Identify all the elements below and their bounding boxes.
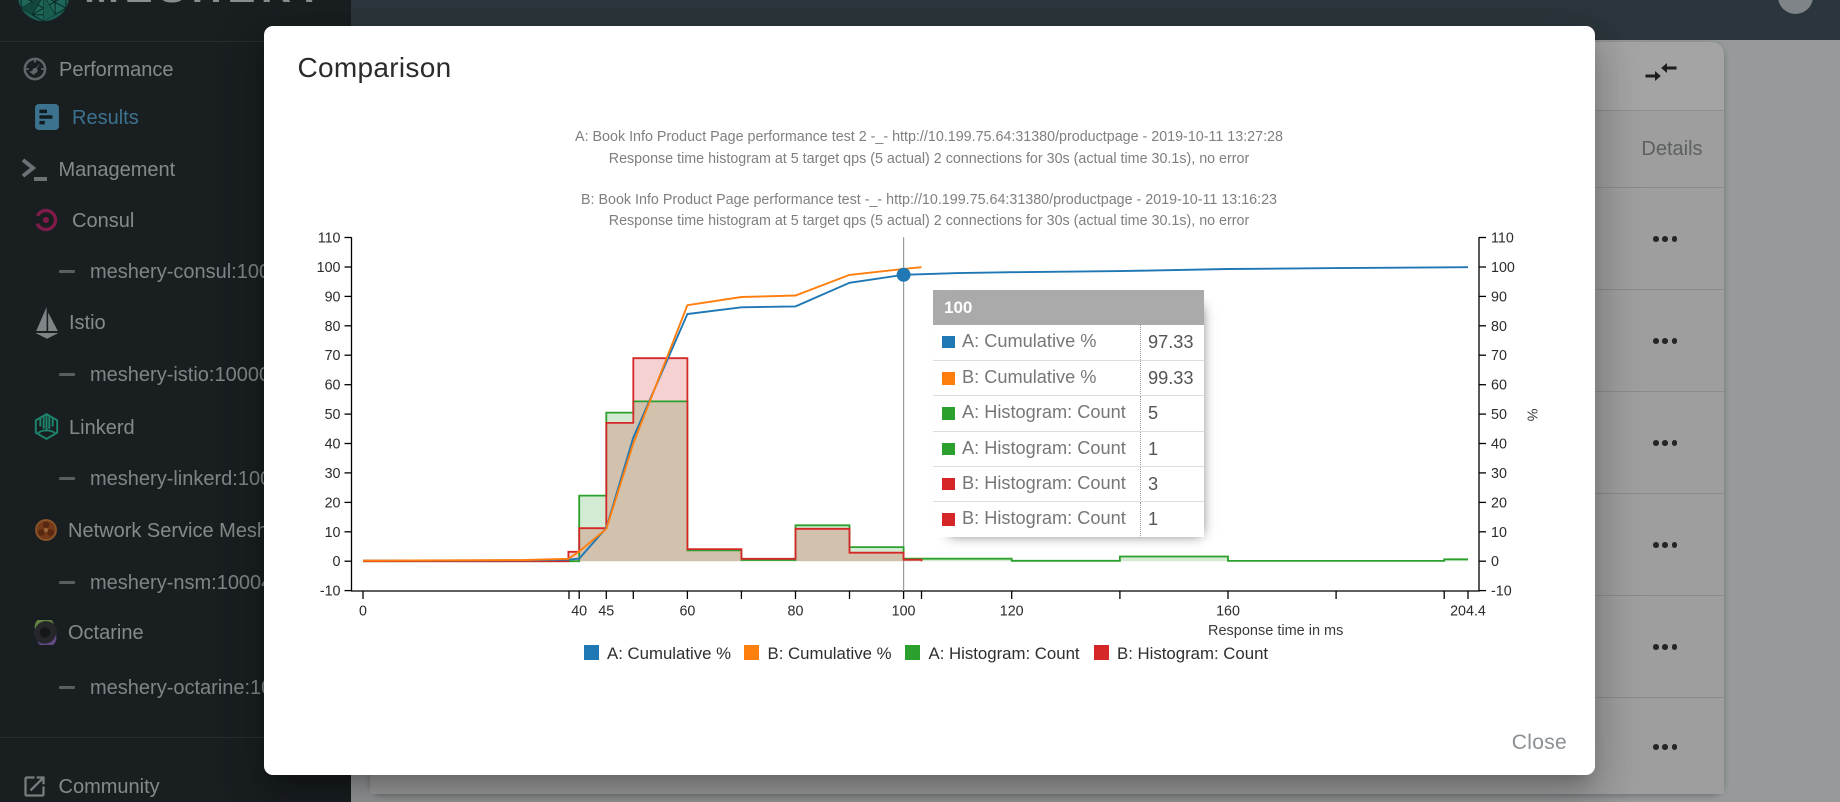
svg-text:60: 60 [1491,378,1507,394]
svg-text:70: 70 [325,348,341,364]
svg-text:50: 50 [325,407,341,423]
svg-text:50: 50 [1491,407,1507,423]
svg-text:100: 100 [892,604,916,620]
svg-text:110: 110 [1491,231,1514,247]
svg-text:30: 30 [1491,466,1507,482]
svg-text:10: 10 [325,525,341,541]
svg-text:40: 40 [571,604,587,620]
svg-text:10: 10 [1491,525,1507,541]
svg-text:20: 20 [325,495,341,511]
svg-text:40: 40 [1491,437,1507,453]
svg-text:20: 20 [1491,495,1507,511]
svg-text:100: 100 [317,260,341,276]
svg-text:0: 0 [333,554,341,570]
svg-text:160: 160 [1216,604,1240,620]
svg-text:204.4: 204.4 [1450,604,1486,620]
svg-text:120: 120 [1000,604,1024,620]
svg-text:45: 45 [598,604,614,620]
svg-text:80: 80 [1491,319,1507,335]
svg-text:60: 60 [679,604,695,620]
svg-text:-10: -10 [1491,584,1512,600]
svg-text:60: 60 [325,378,341,394]
svg-text:0: 0 [359,604,367,620]
svg-text:100: 100 [1491,260,1515,276]
svg-text:80: 80 [788,604,804,620]
svg-text:0: 0 [1491,554,1499,570]
svg-text:-10: -10 [320,584,341,600]
svg-text:80: 80 [325,319,341,335]
svg-text:110: 110 [318,231,341,247]
svg-text:90: 90 [1491,289,1507,305]
svg-text:90: 90 [325,289,341,305]
svg-text:30: 30 [325,466,341,482]
svg-text:70: 70 [1491,348,1507,364]
svg-text:40: 40 [325,437,341,453]
